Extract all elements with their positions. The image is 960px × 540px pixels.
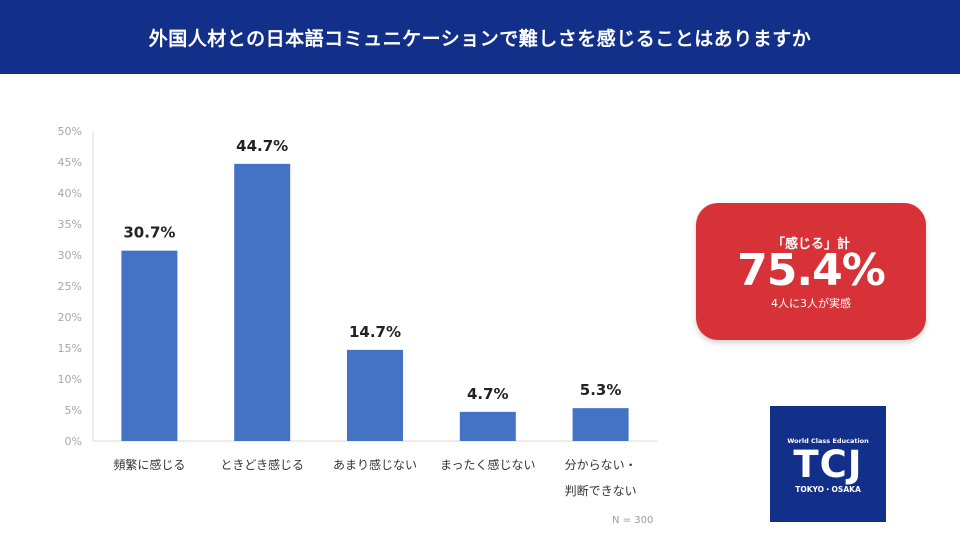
summary-label: 「感じる」計 [771,237,850,252]
y-tick-label: 40% [58,187,82,200]
y-tick-label: 5% [65,404,82,417]
x-tick-label: まったく感じない [440,457,536,472]
y-tick-label: 25% [58,280,82,293]
bar [234,163,291,442]
y-tick-label: 0% [65,435,82,448]
y-tick-label: 50% [58,125,82,138]
logo-wordmark: TCJ [793,443,863,486]
summary-value: 75.4% [737,245,886,296]
x-tick-label: ときどき感じる [220,457,304,472]
page-title: 外国人材との日本語コミュニケーションで難しさを感じることはありますか [0,0,960,74]
x-tick-label: 頻繁に感じる [113,457,185,472]
y-tick-label: 10% [58,373,82,386]
logo-tagline: World Class Education [787,437,869,445]
tcj-logo: World Class Education TCJ TOKYO・OSAKA [770,406,886,522]
data-label: 5.3% [580,381,622,399]
x-tick-label: 判断できない [565,483,637,498]
data-label: 4.7% [467,385,509,403]
y-tick-label: 45% [58,156,82,169]
y-tick-label: 20% [58,311,82,324]
y-tick-label: 15% [58,342,82,355]
logo-location: TOKYO・OSAKA [795,485,861,494]
x-tick-label: 分からない・ [565,458,637,472]
data-label: 30.7% [123,224,175,242]
y-tick-label: 35% [58,218,82,231]
summary-box: 「感じる」計 75.4% 4人に3人が実感 [696,203,926,340]
bar [347,349,403,441]
y-tick-label: 30% [58,249,82,262]
x-tick-label: あまり感じない [333,457,417,472]
summary-subtext: 4人に3人が実感 [771,297,851,310]
sample-size-note: N = 300 [612,515,654,526]
data-label: 14.7% [349,323,401,341]
bar [459,411,516,441]
bar [121,250,178,441]
data-label: 44.7% [236,137,288,155]
bar [572,408,629,441]
